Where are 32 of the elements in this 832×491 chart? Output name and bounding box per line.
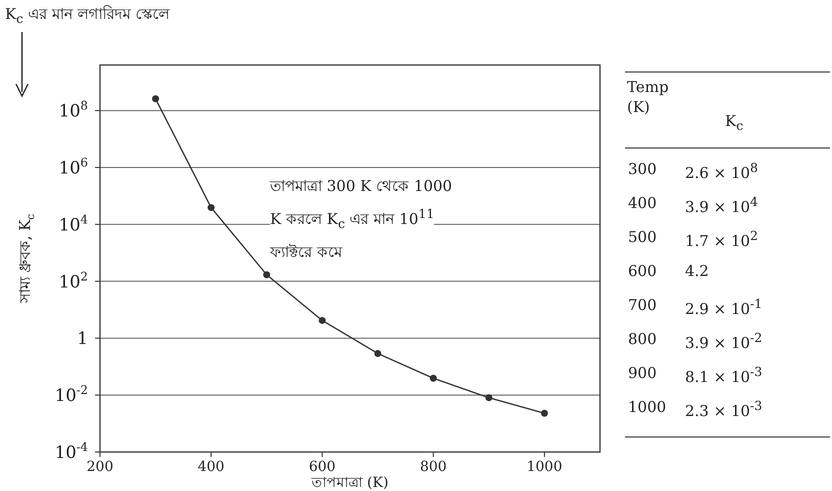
annotation: Temp (K) xyxy=(627,78,670,117)
xtick: 1000 xyxy=(526,459,562,475)
annotation: 600 xyxy=(628,262,657,282)
annotation: 2.3 × 10$^{-3}$ xyxy=(685,398,762,422)
xtick: 400 xyxy=(198,459,224,475)
annotation: K$_{c}$ xyxy=(725,112,744,134)
annotation: 500 xyxy=(628,228,657,248)
annotation: 300 xyxy=(628,160,657,180)
annotation: 2.9 × 10$^{-1}$ xyxy=(685,296,762,320)
xtick: 200 xyxy=(86,459,114,475)
annotation: 900 xyxy=(628,364,657,384)
annotation: 3.9 × 10$^{4}$ xyxy=(685,194,758,218)
annotation: 8.1 × 10$^{-3}$ xyxy=(685,364,762,388)
ytick: 10$^{4}$ xyxy=(58,212,88,236)
ytick: 10$^{8}$ xyxy=(58,98,88,122)
annotation: 4.2 xyxy=(685,262,709,282)
annotation: 2.6 × 10$^{8}$ xyxy=(685,160,758,184)
annotation: 1000 xyxy=(628,398,666,418)
annotation: 700 xyxy=(628,296,657,316)
annotation: K$_{c}$ এর মান লগারিদম স্কেলে xyxy=(5,5,170,28)
annotation: 400 xyxy=(628,194,657,214)
ytick: 1 xyxy=(77,329,88,350)
ytick: 10$^{-2}$ xyxy=(54,383,88,406)
xtick: 800 xyxy=(420,459,447,475)
ytick: 10$^{2}$ xyxy=(58,269,88,292)
ytick: 10$^{6}$ xyxy=(58,155,88,178)
annotation: 800 xyxy=(628,330,657,350)
xlabel: তাপমাত্রা (K) xyxy=(312,475,388,491)
annotation: 1.7 × 10$^{2}$ xyxy=(685,228,758,252)
xtick: 600 xyxy=(308,459,336,475)
ytick: 10$^{-4}$ xyxy=(54,440,88,463)
annotation: 3.9 × 10$^{-2}$ xyxy=(685,330,762,354)
